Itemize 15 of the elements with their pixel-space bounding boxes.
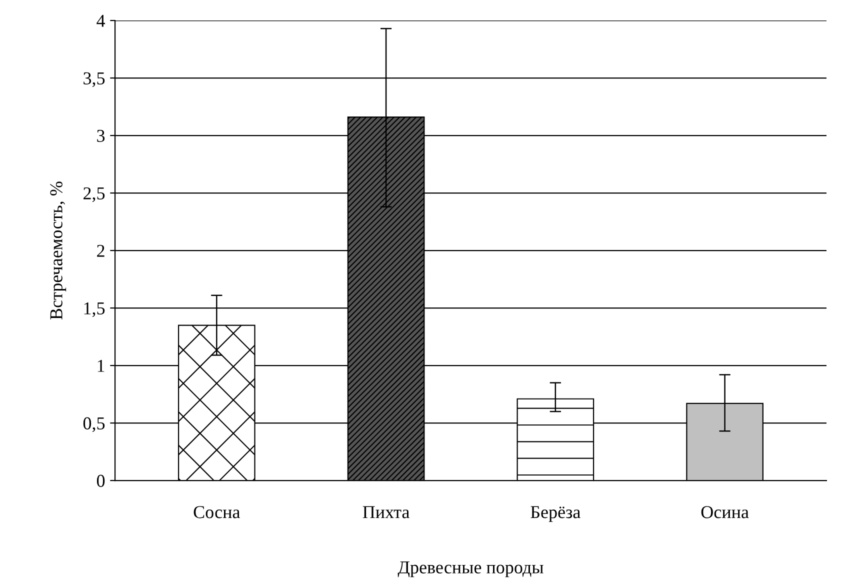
y-tick-label: 0,5 (83, 417, 105, 432)
x-tick-label: Сосна (194, 506, 240, 518)
x-axis-title: Древесные породы (398, 561, 544, 578)
y-tick-label: 3,5 (84, 72, 105, 88)
y-axis-title: Встречаемость, % (50, 182, 66, 320)
y-tick-label: 2,5 (84, 187, 105, 202)
x-tick-label: Берёза (530, 506, 580, 522)
x-tick-label: Пихта (362, 506, 410, 518)
y-tick-label: 3 (97, 130, 105, 142)
y-tick-label: 2 (97, 244, 104, 257)
y-tick-label: 1 (98, 360, 104, 372)
y-tick-label: 0 (96, 474, 105, 487)
y-tick-label: 4 (96, 14, 106, 27)
x-tick-label: Осина (701, 506, 749, 518)
y-tick-label: 1,5 (84, 302, 105, 318)
